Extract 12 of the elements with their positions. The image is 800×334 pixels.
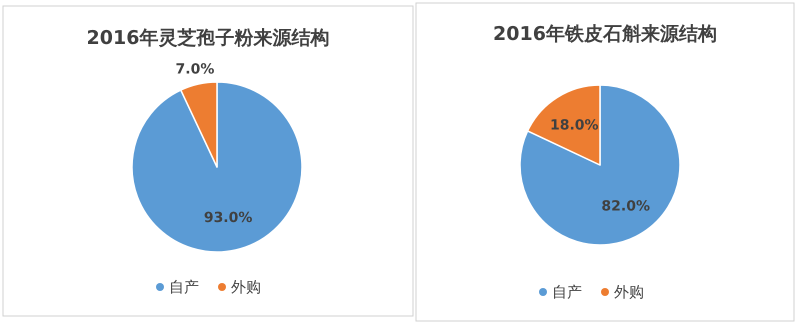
legend-label: 外购 xyxy=(614,283,644,301)
legend-label: 自产 xyxy=(169,278,199,296)
chart-title: 2016年铁皮石斛来源结构 xyxy=(493,23,717,45)
data-label: 93.0% xyxy=(204,210,252,226)
pie-slice xyxy=(519,84,681,246)
pie-slice xyxy=(131,81,303,253)
chart-title: 2016年灵芝孢子粉来源结构 xyxy=(86,27,330,49)
data-label: 82.0% xyxy=(601,198,650,215)
legend-label: 外购 xyxy=(231,278,261,296)
data-label: 7.0% xyxy=(176,61,214,78)
legend-label: 自产 xyxy=(552,283,582,301)
data-label: 18.0% xyxy=(550,117,599,134)
